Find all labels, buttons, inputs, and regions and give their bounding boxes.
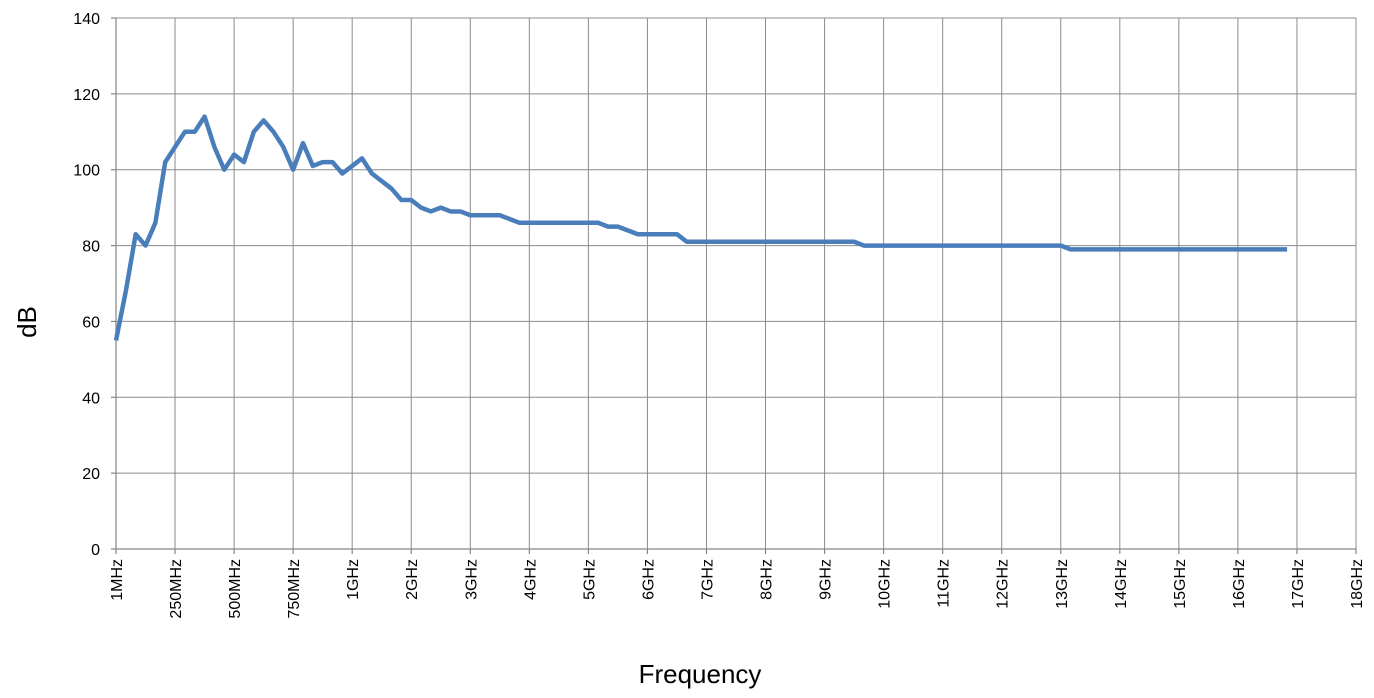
x-tick-label: 7GHz xyxy=(699,559,716,600)
y-tick-label: 0 xyxy=(91,542,100,559)
y-tick-label: 40 xyxy=(82,390,100,407)
x-tick-label: 9GHz xyxy=(818,559,835,600)
x-tick-label: 3GHz xyxy=(463,559,480,600)
x-tick-label: 12GHz xyxy=(995,559,1012,609)
x-tick-label: 250MHz xyxy=(168,559,185,619)
x-tick-label: 11GHz xyxy=(936,559,953,608)
x-tick-label: 1MHz xyxy=(109,559,126,601)
y-tick-label: 100 xyxy=(73,163,100,180)
x-tick-label: 500MHz xyxy=(227,559,244,619)
y-axis-title: dB xyxy=(12,306,42,338)
y-tick-label: 140 xyxy=(73,11,100,28)
x-axis-title: Frequency xyxy=(639,659,762,689)
x-tick-label: 10GHz xyxy=(877,559,894,609)
x-tick-label: 13GHz xyxy=(1054,559,1071,609)
y-tick-label: 20 xyxy=(82,466,100,483)
data-line xyxy=(113,114,1288,341)
x-tick-label: 5GHz xyxy=(581,559,598,600)
x-tick-label: 750MHz xyxy=(286,559,303,619)
x-tick-label: 16GHz xyxy=(1231,559,1248,609)
y-tick-label: 80 xyxy=(82,239,100,256)
x-tick-label: 17GHz xyxy=(1290,559,1307,609)
x-tick-label: 1GHz xyxy=(345,559,362,600)
x-tick-label: 2GHz xyxy=(404,559,421,600)
y-tick-label: 120 xyxy=(73,87,100,104)
x-tick-label: 8GHz xyxy=(759,559,776,600)
x-tick-label: 15GHz xyxy=(1172,559,1189,609)
x-tick-label: 18GHz xyxy=(1349,559,1366,609)
y-tick-label: 60 xyxy=(82,314,100,331)
x-tick-label: 6GHz xyxy=(640,559,657,600)
x-tick-label: 4GHz xyxy=(522,559,539,600)
x-tick-label: 14GHz xyxy=(1113,559,1130,609)
